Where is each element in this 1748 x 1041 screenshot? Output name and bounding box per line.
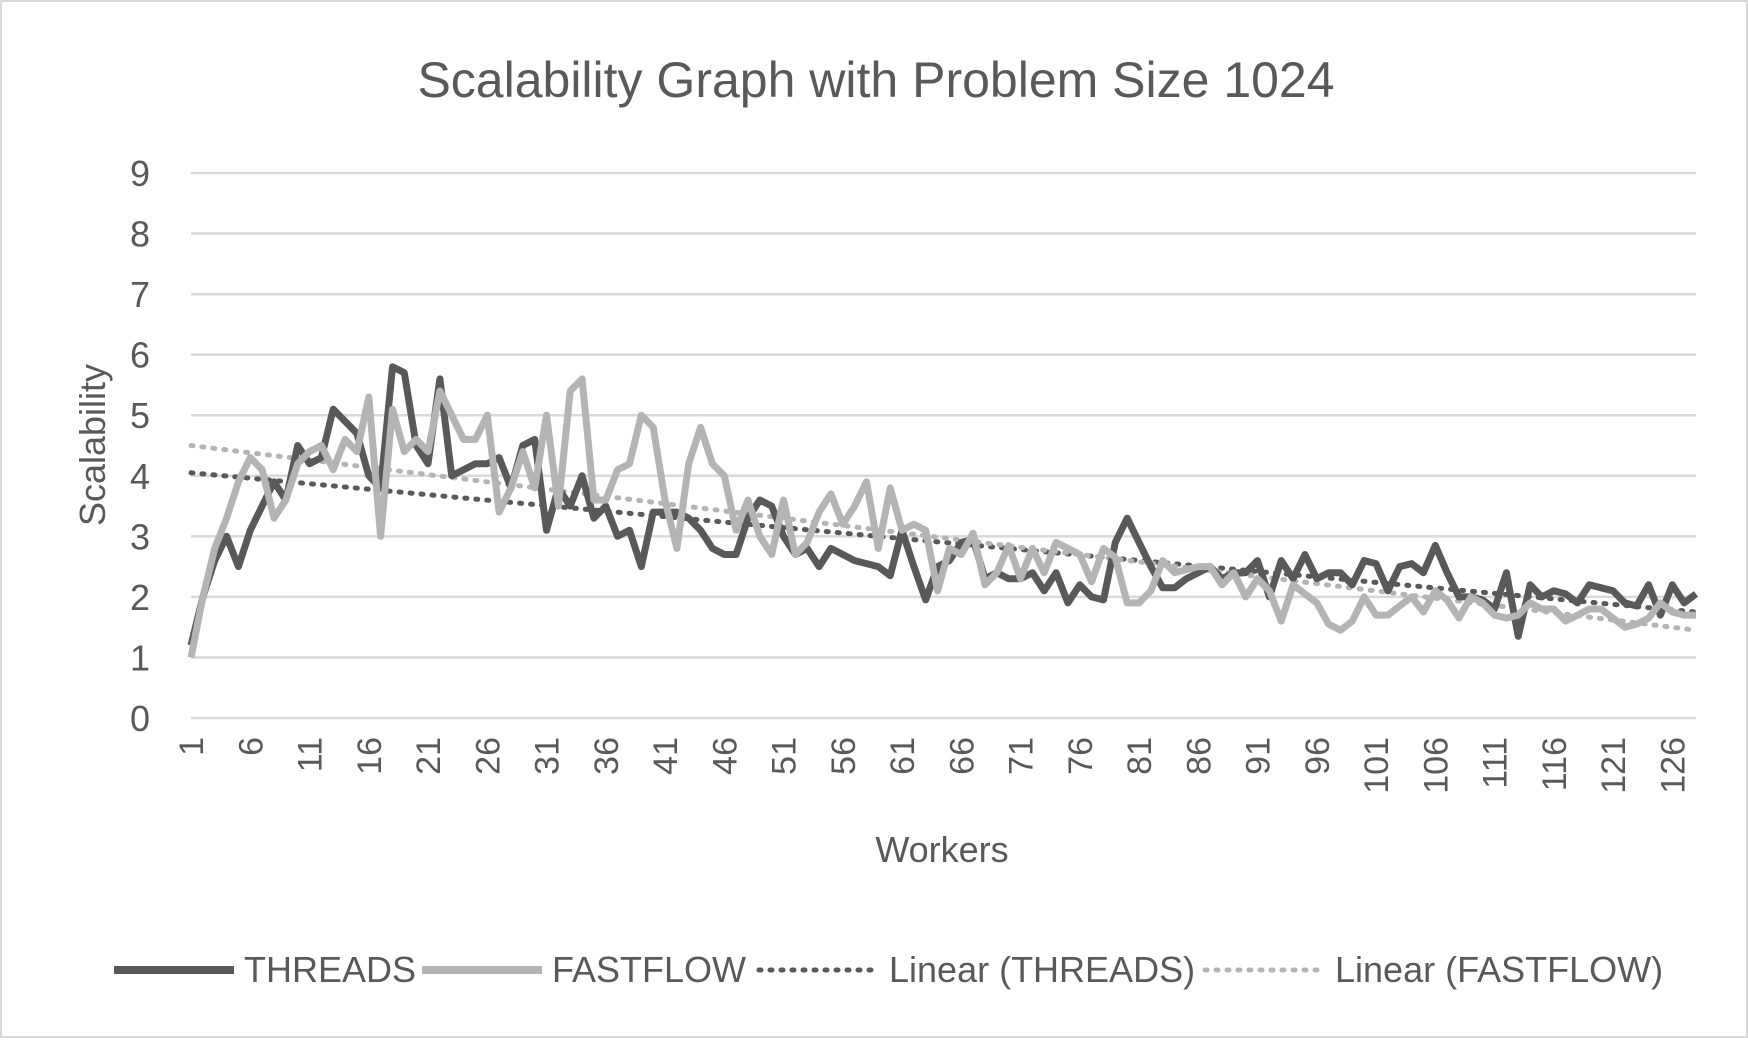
legend-label: Linear (FASTFLOW) (1335, 949, 1663, 990)
legend-label: Linear (THREADS) (889, 949, 1195, 990)
x-tick-label: 26 (469, 737, 507, 775)
y-tick-label: 5 (130, 395, 150, 436)
y-tick-label: 1 (130, 637, 150, 678)
y-tick-label: 0 (130, 698, 150, 739)
x-tick-label: 116 (1536, 737, 1574, 791)
x-tick-label: 106 (1417, 737, 1455, 794)
y-tick-label: 8 (130, 214, 150, 255)
x-tick-label: 111 (1477, 737, 1515, 789)
x-tick-label: 66 (943, 737, 981, 775)
x-tick-label: 91 (1240, 737, 1278, 775)
series-lines (187, 363, 1699, 659)
y-axis-label: Scalability (72, 364, 113, 526)
legend-item: Linear (FASTFLOW) (1202, 949, 1663, 990)
legend-item: Linear (THREADS) (756, 949, 1195, 990)
x-tick-label: 101 (1358, 737, 1396, 794)
y-tick-label: 2 (130, 577, 150, 618)
y-tick-label: 6 (130, 335, 150, 376)
y-axis-ticks: 0 1 2 3 4 5 6 7 8 9 (130, 153, 150, 739)
x-tick-label: 76 (1062, 737, 1100, 775)
x-tick-label: 56 (825, 737, 863, 775)
y-tick-label: 9 (130, 153, 150, 194)
x-tick-label: 46 (706, 737, 744, 775)
y-tick-label: 7 (130, 274, 150, 315)
x-tick-label: 21 (410, 737, 448, 775)
trendline-threads (188, 470, 1699, 615)
legend-label: FASTFLOW (552, 949, 746, 990)
x-tick-label: 96 (1299, 737, 1337, 775)
y-tick-label: 4 (130, 456, 150, 497)
x-tick-label: 1 (173, 737, 211, 756)
x-tick-label: 41 (647, 737, 685, 775)
chart-title: Scalability Graph with Problem Size 1024 (417, 52, 1334, 108)
legend-item: THREADS (114, 949, 416, 990)
x-tick-label: 31 (529, 737, 567, 775)
x-axis-label: Workers (875, 829, 1008, 870)
x-tick-label: 11 (292, 737, 330, 772)
x-axis-ticks: 1 6 11 16 21 26 31 36 41 46 51 56 61 66 71 76 81 86 91 96 10… (173, 737, 1692, 794)
x-tick-label: 6 (232, 737, 270, 756)
series-line-fastflow (187, 375, 1696, 659)
x-tick-label: 86 (1180, 737, 1218, 775)
legend: THREADS FASTFLOW Linear (THREADS) Linear (F… (114, 949, 1663, 990)
x-tick-label: 81 (1121, 737, 1159, 775)
x-tick-label: 51 (766, 737, 804, 775)
x-tick-label: 16 (351, 737, 389, 775)
x-tick-label: 61 (884, 737, 922, 775)
y-tick-label: 3 (130, 516, 150, 557)
x-tick-label: 126 (1654, 737, 1692, 794)
x-tick-label: 36 (588, 737, 626, 775)
x-tick-label: 71 (1003, 737, 1041, 775)
legend-item: FASTFLOW (422, 949, 746, 990)
x-tick-label: 121 (1595, 737, 1633, 794)
legend-label: THREADS (244, 949, 416, 990)
